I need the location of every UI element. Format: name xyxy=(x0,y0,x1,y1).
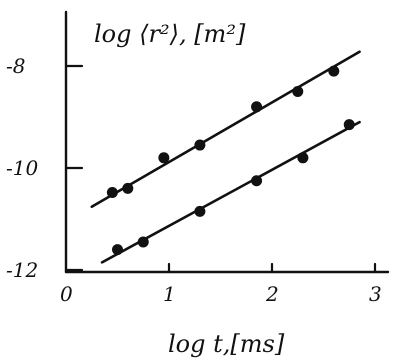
data-point-s2-3 xyxy=(194,205,206,217)
data-point-s1-1 xyxy=(106,186,118,198)
data-point-s2-1 xyxy=(112,244,123,256)
y-axis-title: log ⟨r²⟩, [m²] xyxy=(94,20,246,48)
y-tick-label--10: -10 xyxy=(6,156,38,180)
data-point-s1-4 xyxy=(194,139,206,151)
axes xyxy=(64,10,390,274)
data-point-s1-7 xyxy=(328,65,340,77)
x-tick-label-2: 2 xyxy=(265,282,279,306)
data-point-s1-6 xyxy=(292,86,304,97)
data-point-s2-5 xyxy=(297,152,309,164)
x-axis-title: log t,[ms] xyxy=(168,330,285,358)
x-tick-label-0: 0 xyxy=(60,282,73,306)
ticks: 0 1 2 3 -8 -10 -12 xyxy=(6,54,382,306)
data-point-s1-3 xyxy=(158,152,170,164)
y-tick-label--8: -8 xyxy=(6,54,25,78)
data-point-s1-5 xyxy=(251,101,263,113)
data-point-s2-2 xyxy=(137,236,149,248)
data-point-s2-4 xyxy=(251,175,263,187)
y-tick-label--12: -12 xyxy=(6,258,38,282)
fit-line-1 xyxy=(90,50,361,209)
fit-lines xyxy=(90,50,361,264)
x-tick-label-3: 3 xyxy=(369,282,382,306)
data-point-s2-6 xyxy=(343,119,355,131)
data-point-s1-2 xyxy=(122,182,134,194)
x-tick-label-1: 1 xyxy=(163,282,176,306)
data-points xyxy=(106,65,355,256)
